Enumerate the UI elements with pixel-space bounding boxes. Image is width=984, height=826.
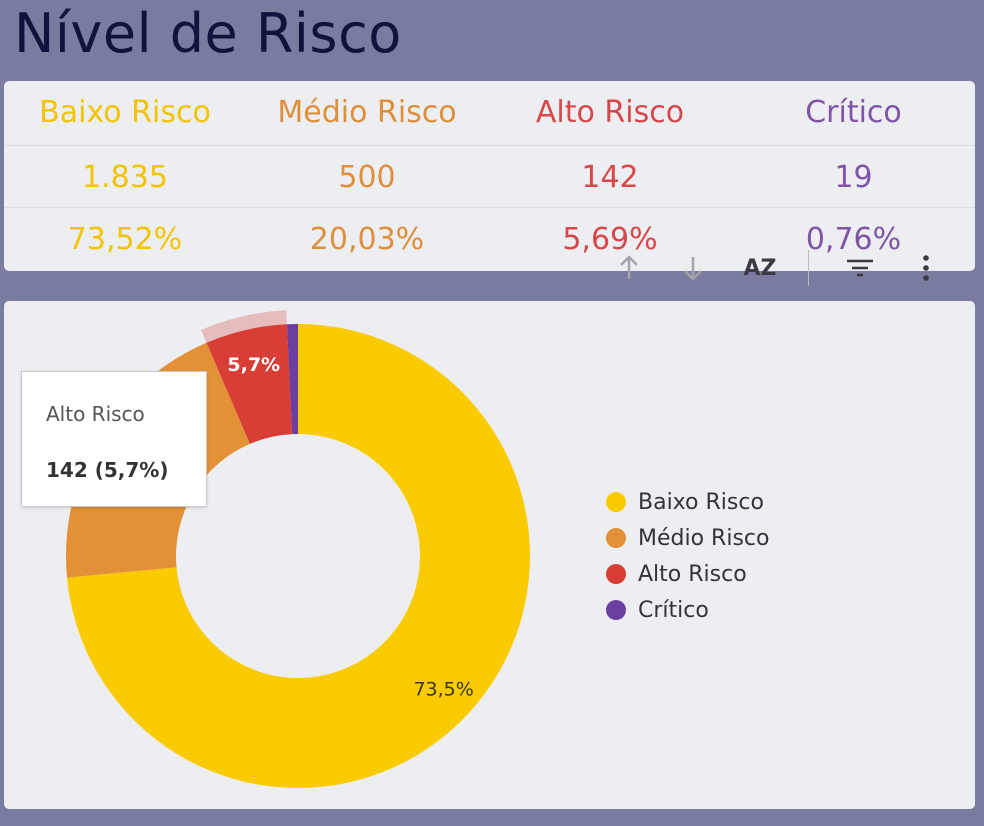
- legend-item-medio-risco[interactable]: Médio Risco: [606, 520, 769, 556]
- arrow-up-icon[interactable]: [612, 248, 646, 288]
- toolbar-divider: [808, 250, 809, 286]
- slice-alto-risco[interactable]: [206, 324, 293, 444]
- count-critico: 19: [834, 159, 873, 195]
- risk-summary-table: Baixo Risco Médio Risco Alto Risco Críti…: [4, 81, 975, 271]
- legend-item-baixo-risco[interactable]: Baixo Risco: [606, 484, 769, 520]
- legend-dot-critico: [606, 600, 626, 620]
- legend-label-baixo-risco: Baixo Risco: [638, 489, 764, 515]
- legend-dot-baixo-risco: [606, 492, 626, 512]
- percent-alto-risco: 5,69%: [562, 221, 658, 257]
- tooltip-value: 142 (5,7%): [46, 458, 169, 482]
- count-medio-risco: 500: [338, 159, 396, 195]
- chart-legend: Baixo Risco Médio Risco Alto Risco Críti…: [606, 484, 769, 628]
- legend-label-medio-risco: Médio Risco: [638, 525, 770, 551]
- legend-label-alto-risco: Alto Risco: [638, 561, 747, 587]
- legend-item-alto-risco[interactable]: Alto Risco: [606, 556, 769, 592]
- percent-critico: 0,76%: [805, 221, 902, 257]
- slice-label-alto-risco: 5,7%: [227, 354, 280, 376]
- legend-dot-alto-risco: [606, 564, 626, 584]
- header-baixo-risco: Baixo Risco: [39, 94, 211, 130]
- chart-tooltip: Alto Risco 142 (5,7%): [21, 371, 207, 507]
- legend-label-critico: Crítico: [638, 597, 709, 623]
- chart-toolbar: AZ: [612, 248, 952, 288]
- slice-critico[interactable]: [286, 324, 298, 435]
- percent-medio-risco: 20,03%: [309, 221, 425, 257]
- slice-baixo-risco[interactable]: [67, 324, 530, 788]
- count-baixo-risco: 1.835: [82, 159, 168, 195]
- header-medio-risco: Médio Risco: [277, 94, 457, 130]
- summary-count-row: 1.835 500 142 19: [4, 145, 975, 208]
- header-alto-risco: Alto Risco: [535, 94, 685, 130]
- sort-az-icon[interactable]: AZ: [743, 255, 777, 281]
- percent-baixo-risco: 73,52%: [67, 221, 183, 257]
- summary-header-row: Baixo Risco Médio Risco Alto Risco Críti…: [4, 81, 975, 143]
- legend-dot-medio-risco: [606, 528, 626, 548]
- slice-highlight-alto-risco: [201, 310, 287, 343]
- tooltip-label: Alto Risco: [46, 402, 145, 426]
- legend-item-critico[interactable]: Crítico: [606, 592, 769, 628]
- count-alto-risco: 142: [581, 159, 639, 195]
- page-title: Nível de Risco: [14, 2, 402, 65]
- filter-icon[interactable]: [840, 248, 880, 288]
- header-critico: Crítico: [805, 94, 902, 130]
- arrow-down-icon[interactable]: [676, 248, 710, 288]
- more-vert-icon[interactable]: [912, 248, 940, 288]
- slice-label-baixo-risco: 73,5%: [413, 679, 473, 701]
- summary-percent-row: 73,52% 20,03% 5,69% 0,76%: [4, 207, 975, 270]
